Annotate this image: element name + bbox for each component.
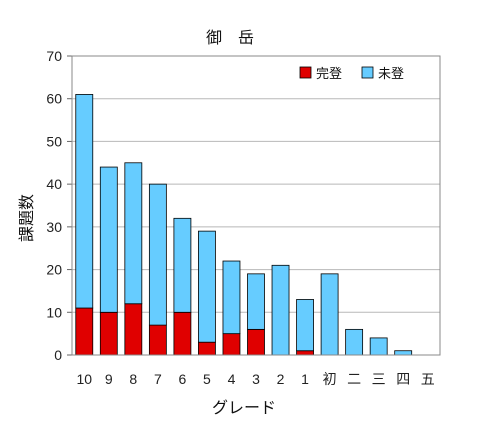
bar-mitou-9 <box>99 166 118 313</box>
x-tick-label: 2 <box>277 371 285 387</box>
bar-mitou-8 <box>124 162 143 305</box>
x-tick-label: 五 <box>421 371 435 387</box>
bar-mitou-二 <box>345 328 364 356</box>
y-tick-label: 10 <box>46 304 62 320</box>
bar-mitou-三 <box>369 337 388 356</box>
bar-mitou-10 <box>75 94 94 309</box>
y-tick-label: 0 <box>54 347 62 363</box>
bar-mitou-4 <box>222 260 241 335</box>
bar-kantou-10 <box>75 307 94 356</box>
bar-kantou-5 <box>198 341 216 356</box>
y-tick-label: 60 <box>46 91 62 107</box>
bar-mitou-5 <box>198 230 216 343</box>
legend-swatch-kantou <box>299 66 312 79</box>
x-tick-label: 初 <box>323 371 337 387</box>
y-tick-labels: 0 10 20 30 40 50 60 70 <box>46 48 62 363</box>
x-tick-label: 3 <box>252 371 260 387</box>
bar-kantou-3 <box>247 328 265 356</box>
bar-mitou-3 <box>247 273 265 330</box>
y-axis-label: 課題数 <box>17 194 36 242</box>
x-axis-label: グレード <box>212 398 276 417</box>
x-tick-label: 5 <box>203 371 211 387</box>
bar-mitou-6 <box>173 217 192 313</box>
x-tick-label: 9 <box>105 371 113 387</box>
y-tick-label: 30 <box>46 219 62 235</box>
x-tick-label: 7 <box>154 371 162 387</box>
x-tick-label: 1 <box>301 371 309 387</box>
bar-kantou-1 <box>296 350 314 356</box>
legend-label-kantou: 完登 <box>316 67 342 82</box>
bar-mitou-1 <box>296 299 314 352</box>
bar-kantou-8 <box>124 303 143 356</box>
x-tick-label: 8 <box>129 371 137 387</box>
x-tick-label: 二 <box>347 371 361 387</box>
legend-swatch-mitou <box>361 66 374 79</box>
plot-frame <box>71 55 441 356</box>
y-tick-label: 70 <box>46 48 62 64</box>
x-tick-label: 三 <box>372 371 386 387</box>
bars <box>75 94 413 356</box>
legend: 完登 未登 <box>299 66 404 82</box>
x-tick-label: 6 <box>179 371 187 387</box>
y-tick-label: 40 <box>46 176 62 192</box>
bar-mitou-初 <box>320 273 339 356</box>
bar-mitou-7 <box>148 183 167 326</box>
x-tick-label: 四 <box>396 371 410 387</box>
x-tick-label: 10 <box>76 371 92 387</box>
bar-kantou-4 <box>222 333 241 356</box>
bar-mitou-四 <box>394 350 413 356</box>
bar-kantou-9 <box>99 311 118 356</box>
bar-kantou-7 <box>148 324 167 356</box>
y-tick-label: 50 <box>46 133 62 149</box>
y-tick-label: 20 <box>46 262 62 278</box>
legend-label-mitou: 未登 <box>378 67 404 82</box>
x-tick-label: 4 <box>228 371 236 387</box>
bar-mitou-2 <box>271 264 290 356</box>
bar-kantou-6 <box>173 311 192 356</box>
x-tick-labels: 10 9 8 7 6 5 4 3 2 1 初二三四五 <box>76 371 434 387</box>
chart-title: 御 岳 <box>206 28 254 47</box>
